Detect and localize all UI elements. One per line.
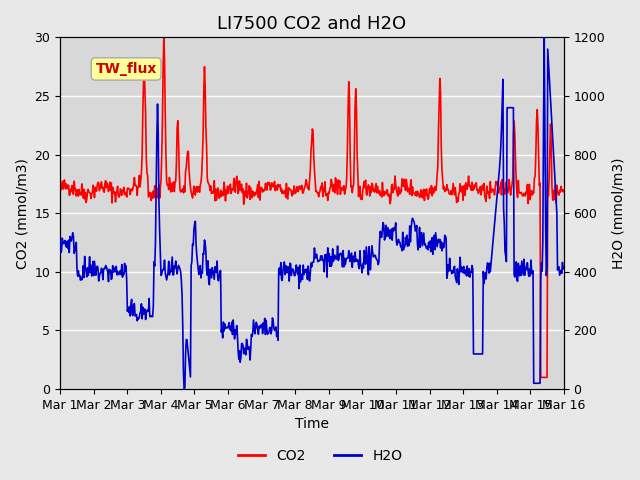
Legend: CO2, H2O: CO2, H2O [232,443,408,468]
X-axis label: Time: Time [295,418,329,432]
Text: TW_flux: TW_flux [95,62,157,76]
Y-axis label: H2O (mmol/m3): H2O (mmol/m3) [611,157,625,269]
Title: LI7500 CO2 and H2O: LI7500 CO2 and H2O [218,15,406,33]
Y-axis label: CO2 (mmol/m3): CO2 (mmol/m3) [15,158,29,269]
